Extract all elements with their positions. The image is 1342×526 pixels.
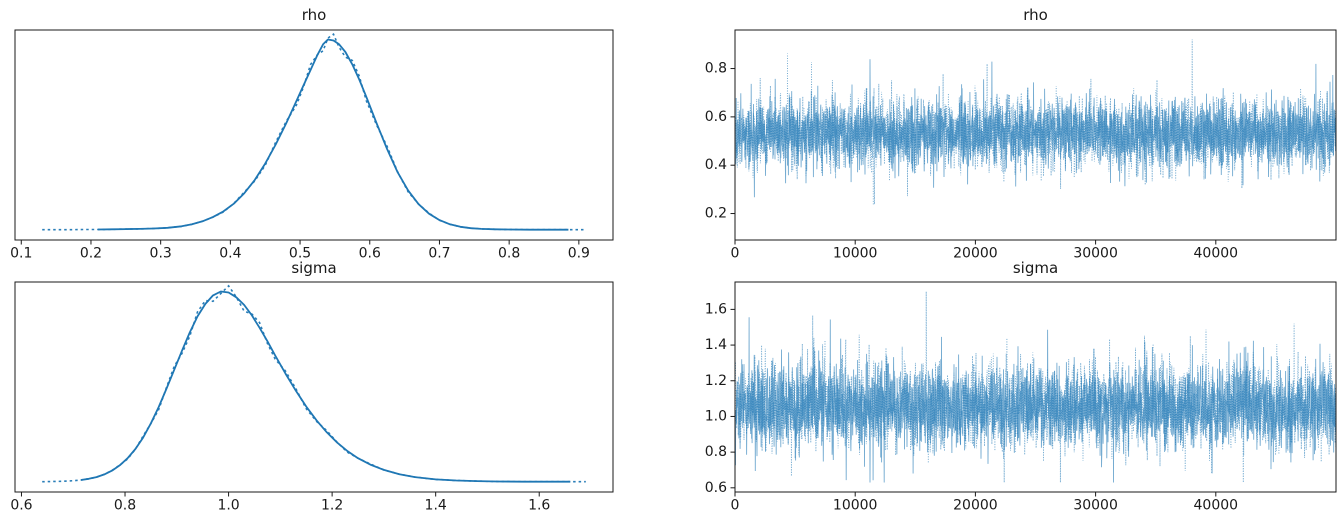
kde-line-chain-2 [42,284,586,483]
x-tick-label: 0.8 [498,246,520,262]
x-tick-label: 0.9 [568,246,590,262]
x-tick-label: 30000 [1073,246,1118,262]
x-tick-label: 20000 [953,498,998,514]
y-tick-label: 0.2 [705,206,727,222]
y-tick-label: 1.4 [705,337,727,353]
subplot-title-rho-trace: rho [1023,6,1048,24]
subplot-title-sigma-trace: sigma [1012,259,1059,277]
x-tick-label: 0.6 [359,246,381,262]
x-tick-label: 40000 [1194,246,1239,262]
y-tick-label: 0.6 [705,109,727,125]
y-tick-label: 0.8 [705,444,727,460]
axes-frame [734,281,1337,493]
axes-rho-trace: 0 10000 20000 30000 40000 0.2 0.4 0.6 0.8 [705,29,1337,262]
y-tick-label: 1.2 [705,373,727,389]
x-tick-label: 0 [731,498,740,514]
x-tick-label: 1.6 [528,498,550,514]
x-tick-label: 0.2 [80,246,102,262]
trace-line-chain-2 [734,291,1337,483]
axes-frame [14,281,614,493]
x-tick-label: 0.7 [428,246,450,262]
kde-line-chain-1 [97,38,569,231]
y-tick-label: 0.4 [705,157,727,173]
y-tick-label: 0.8 [705,61,727,77]
axes-rho-kde: 0.1 0.2 0.3 0.4 0.5 0.6 0.7 0.8 0.9 [10,29,614,262]
x-tick-label: 0.1 [10,246,32,262]
axes-frame [734,29,1337,241]
x-tick-label: 0.4 [219,246,241,262]
x-tick-label: 0 [731,246,740,262]
x-tick-label: 1.2 [321,498,343,514]
x-tick-label: 10000 [833,246,878,262]
x-tick-label: 1.4 [425,498,447,514]
subplot-title-rho-kde: rho [301,6,327,24]
y-tick-label: 1.0 [705,408,727,424]
x-tick-label: 0.6 [10,498,32,514]
kde-line-chain-1 [80,290,571,483]
subplot-title-sigma-kde: sigma [291,259,337,277]
y-tick-label: 0.6 [705,480,727,496]
x-tick-label: 0.3 [150,246,172,262]
trace-line-chain-2 [734,39,1337,206]
axes-frame [14,29,614,241]
x-tick-label: 30000 [1073,498,1118,514]
x-tick-label: 0.5 [289,246,311,262]
x-tick-label: 40000 [1194,498,1239,514]
x-tick-label: 0.8 [114,498,136,514]
y-tick-label: 1.6 [705,301,727,317]
x-tick-label: 10000 [833,498,878,514]
x-tick-label: 20000 [953,246,998,262]
axes-sigma-trace: 0 10000 20000 30000 40000 0.6 0.8 1.0 1.2 1.4 1.6 [705,281,1337,514]
x-tick-label: 1.0 [217,498,239,514]
axes-sigma-kde: 0.6 0.8 1.0 1.2 1.4 1.6 [10,281,614,514]
